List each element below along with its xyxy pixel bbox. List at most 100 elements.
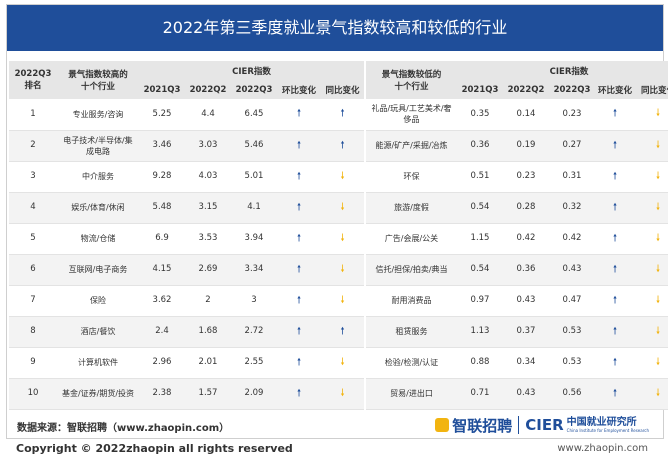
low-industry-cell: 礼品/玩具/工艺美术/奢侈品	[364, 99, 457, 131]
value-cell: 5.25	[139, 99, 185, 131]
cier-chinese-name: 中国就业研究所	[566, 416, 637, 428]
value-cell: 0.43	[549, 254, 595, 286]
header-2022q3: 2022Q3	[549, 81, 595, 99]
yoy-cell: 🠗	[321, 378, 365, 410]
value-cell: 3	[231, 285, 277, 317]
value-cell: 5.46	[231, 130, 277, 162]
arrow-down-icon: 🠗	[655, 232, 661, 244]
yoy-cell: 🠗	[321, 347, 365, 379]
yoy-cell: 🠗	[635, 161, 668, 193]
footer-url: www.zhaopin.com	[557, 443, 648, 454]
header-yoy: 同比变化	[321, 81, 365, 99]
arrow-down-icon: 🠗	[655, 108, 661, 120]
qoq-cell: 🠕	[595, 254, 635, 286]
header-cier-index-low: CIER指数	[457, 61, 668, 81]
high-industry-cell: 中介服务	[57, 161, 139, 193]
arrow-up-icon: 🠕	[612, 232, 618, 244]
value-cell: 0.71	[457, 378, 503, 410]
value-cell: 9.28	[139, 161, 185, 193]
qoq-cell: 🠕	[595, 223, 635, 255]
value-cell: 0.54	[457, 192, 503, 224]
arrow-down-icon: 🠗	[340, 232, 345, 244]
value-cell: 2.69	[185, 254, 231, 286]
qoq-cell: 🠕	[277, 347, 321, 379]
value-cell: 4.03	[185, 161, 231, 193]
arrow-up-icon: 🠕	[612, 294, 618, 306]
value-cell: 0.37	[503, 316, 549, 348]
value-cell: 3.62	[139, 285, 185, 317]
arrow-down-icon: 🠗	[340, 294, 345, 306]
value-cell: 0.36	[457, 130, 503, 162]
value-cell: 0.31	[549, 161, 595, 193]
value-cell: 0.23	[549, 99, 595, 131]
value-cell: 1.15	[457, 223, 503, 255]
value-cell: 1.68	[185, 316, 231, 348]
yoy-cell: 🠗	[635, 223, 668, 255]
header-2022q3: 2022Q3	[231, 81, 277, 99]
value-cell: 2.72	[231, 316, 277, 348]
rank-cell: 1	[9, 99, 57, 131]
value-cell: 0.35	[457, 99, 503, 131]
low-industry-cell: 广告/会展/公关	[364, 223, 457, 255]
yoy-cell: 🠗	[635, 130, 668, 162]
value-cell: 3.46	[139, 130, 185, 162]
low-industry-cell: 信托/担保/拍卖/典当	[364, 254, 457, 286]
arrow-down-icon: 🠗	[655, 139, 661, 151]
industry-index-table: 2022Q3 排名 景气指数较高的 十个行业 CIER指数 景气指数较低的 十个…	[9, 61, 668, 410]
low-industry-cell: 检验/检测/认证	[364, 347, 457, 379]
cier-logo-text: 中国就业研究所 China Institute for Employment R…	[567, 417, 649, 434]
value-cell: 1.57	[185, 378, 231, 410]
table-row: 4 娱乐/体育/休闲 5.48 3.15 4.1 🠕 🠗 旅游/度假 0.54 0.28 0.32 🠕…	[9, 192, 668, 224]
rank-cell: 8	[9, 316, 57, 348]
arrow-up-icon: 🠕	[612, 170, 618, 182]
rank-cell: 5	[9, 223, 57, 255]
rank-cell: 3	[9, 161, 57, 193]
arrow-down-icon: 🠗	[340, 387, 345, 399]
low-industry-cell: 租赁服务	[364, 316, 457, 348]
arrow-up-icon: 🠕	[296, 201, 302, 213]
high-industry-cell: 基金/证券/期货/投资	[57, 378, 139, 410]
qoq-cell: 🠕	[277, 130, 321, 162]
arrow-up-icon: 🠕	[296, 170, 302, 182]
header-2022q2: 2022Q2	[185, 81, 231, 99]
low-industry-cell: 耐用消费品	[364, 285, 457, 317]
qoq-cell: 🠕	[595, 192, 635, 224]
value-cell: 0.28	[503, 192, 549, 224]
value-cell: 0.36	[503, 254, 549, 286]
arrow-up-icon: 🠕	[296, 387, 302, 399]
value-cell: 0.51	[457, 161, 503, 193]
high-industry-cell: 娱乐/体育/休闲	[57, 192, 139, 224]
yoy-cell: 🠗	[635, 254, 668, 286]
header-2022q2: 2022Q2	[503, 81, 549, 99]
yoy-cell: 🠗	[321, 223, 365, 255]
zhilian-logo-icon	[435, 418, 450, 432]
value-cell: 3.34	[231, 254, 277, 286]
high-industry-cell: 保险	[57, 285, 139, 317]
arrow-up-icon: 🠕	[612, 108, 618, 120]
logos: 智联招聘 CIER 中国就业研究所 China Institute for Em…	[435, 414, 649, 436]
rank-cell: 7	[9, 285, 57, 317]
arrow-down-icon: 🠗	[655, 356, 661, 368]
arrow-up-icon: 🠕	[296, 325, 302, 337]
value-cell: 2.96	[139, 347, 185, 379]
copyright: Copyright © 2022zhaopin all rights reser…	[16, 442, 293, 455]
arrow-up-icon: 🠕	[612, 263, 618, 275]
yoy-cell: 🠗	[321, 254, 365, 286]
arrow-down-icon: 🠗	[340, 356, 345, 368]
value-cell: 4.1	[231, 192, 277, 224]
arrow-up-icon: 🠕	[340, 108, 345, 120]
value-cell: 0.43	[503, 378, 549, 410]
high-industry-cell: 电子技术/半导体/集成电路	[57, 130, 139, 162]
arrow-up-icon: 🠕	[340, 139, 345, 151]
value-cell: 2.01	[185, 347, 231, 379]
arrow-down-icon: 🠗	[655, 263, 661, 275]
cier-english-name: China Institute for Employment Research	[566, 427, 649, 433]
value-cell: 0.14	[503, 99, 549, 131]
value-cell: 0.42	[503, 223, 549, 255]
arrow-up-icon: 🠕	[296, 294, 302, 306]
rank-cell: 6	[9, 254, 57, 286]
qoq-cell: 🠕	[595, 285, 635, 317]
yoy-cell: 🠗	[635, 99, 668, 131]
table-row: 7 保险 3.62 2 3 🠕 🠗 耐用消费品 0.97 0.43 0.47 🠕 🠗	[9, 285, 668, 317]
value-cell: 5.01	[231, 161, 277, 193]
